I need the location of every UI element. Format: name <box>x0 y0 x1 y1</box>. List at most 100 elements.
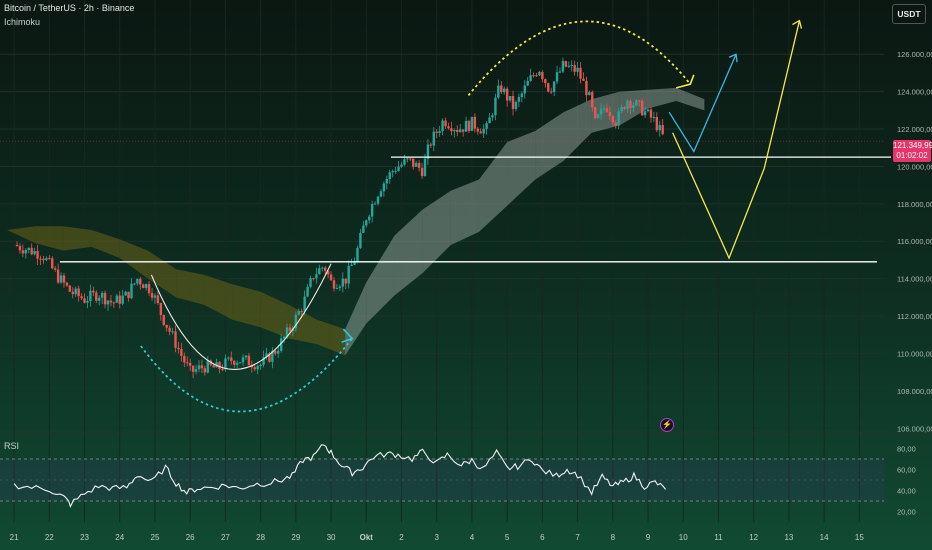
cloud-bear-segment <box>176 269 205 305</box>
candle-body <box>456 129 459 133</box>
x-tick-label: 14 <box>820 533 829 542</box>
candle-body <box>24 250 28 254</box>
candle-body <box>397 166 400 171</box>
cyan-dotted-arc <box>140 337 353 413</box>
candle-body <box>617 111 620 126</box>
candle-body <box>282 336 286 339</box>
candle-body <box>368 216 371 221</box>
candle-body <box>165 324 168 328</box>
candle-body <box>576 67 579 72</box>
candle-body <box>602 108 606 110</box>
candle-body <box>376 196 380 204</box>
candle-body <box>338 286 342 289</box>
candle-body <box>203 368 207 373</box>
candle-body <box>523 85 526 94</box>
candle-body <box>441 120 444 132</box>
x-tick-label: 9 <box>646 533 651 542</box>
candle-body <box>643 111 647 116</box>
candle-body <box>74 288 77 295</box>
rsi-tick-label: 40,00 <box>897 487 916 496</box>
candle-body <box>491 115 494 118</box>
candle-body <box>350 264 353 266</box>
candle-body <box>156 295 160 304</box>
candle-body <box>435 131 438 133</box>
countdown-timer: 01:02:02 <box>896 151 928 160</box>
x-tick-label: 4 <box>470 533 475 542</box>
candle-body <box>406 158 409 160</box>
cloud-bear-segment <box>119 239 148 279</box>
candle-body <box>588 92 591 96</box>
indicator-label[interactable]: Ichimoku <box>4 17 41 27</box>
candle-body <box>133 283 136 285</box>
candle-body <box>335 288 339 290</box>
yellow-projection-arrowhead <box>792 19 803 29</box>
y-tick-label: 124.000,00 <box>897 88 932 97</box>
x-tick-label: 10 <box>679 533 688 542</box>
rsi-panel: 80,00 60,00 40,00 20,00 <box>0 444 916 517</box>
x-tick-label: 22 <box>45 533 54 542</box>
overlays <box>0 19 892 413</box>
candle-body <box>432 131 435 146</box>
cloud-bear-segment <box>232 284 261 328</box>
candle-body <box>646 109 650 112</box>
candle-body <box>162 314 165 325</box>
currency-button[interactable]: USDT <box>892 4 926 24</box>
x-tick-label: 25 <box>151 533 160 542</box>
candle-body <box>168 327 171 332</box>
x-tick-label: 27 <box>221 533 230 542</box>
candle-body <box>300 311 303 313</box>
chart-title: Bitcoin / TetherUS · 2h · Binance <box>4 3 135 13</box>
candle-body <box>488 117 491 124</box>
candle-body <box>623 106 626 110</box>
candle-body <box>235 362 239 365</box>
cloud-bear-segment <box>204 274 233 320</box>
candle-body <box>535 75 538 77</box>
cloud-bear-segment <box>35 226 64 251</box>
candle-body <box>253 367 256 370</box>
candle-body <box>27 247 30 251</box>
candle-body <box>30 247 33 255</box>
x-tick-label: 29 <box>291 533 300 542</box>
candle-body <box>394 170 397 172</box>
candle-body <box>547 83 550 92</box>
candle-body <box>359 232 362 248</box>
candle-body <box>318 268 321 275</box>
candle-body <box>100 292 104 298</box>
candle-body <box>485 123 488 129</box>
lightning-icon[interactable]: ⚡ <box>660 418 674 432</box>
candle-body <box>315 274 318 279</box>
candle-body <box>558 71 562 73</box>
candle-body <box>538 71 541 76</box>
candle-body <box>294 314 298 329</box>
candle-body <box>649 109 653 118</box>
candle-body <box>511 96 515 110</box>
candle-body <box>470 116 474 131</box>
x-tick-label: 8 <box>611 533 616 542</box>
x-tick-label: 15 <box>855 533 864 542</box>
candle-body <box>379 191 383 197</box>
candle-body <box>139 278 142 285</box>
candle-body <box>142 284 145 289</box>
candle-body <box>221 369 224 371</box>
candle-body <box>482 128 485 134</box>
cloud-bear-segment <box>91 230 120 259</box>
candle-body <box>106 300 110 305</box>
candle-body <box>59 275 63 283</box>
x-tick-label: 7 <box>575 533 580 542</box>
candle-body <box>629 100 632 108</box>
y-tick-label: 126.000,00 <box>897 50 932 59</box>
candle-body <box>344 278 347 284</box>
candle-body <box>86 301 89 303</box>
candle-body <box>658 125 661 131</box>
candle-body <box>124 291 127 296</box>
rsi-label[interactable]: RSI <box>4 441 20 451</box>
candle-body <box>48 258 51 260</box>
yellow-arc-arrowhead <box>676 74 695 89</box>
candle-body <box>71 291 74 295</box>
x-tick-label: 2 <box>399 533 404 542</box>
candle-body <box>200 365 204 369</box>
candle-body <box>262 356 265 365</box>
candle-body <box>306 286 309 297</box>
last-price-value: 121.349,99 <box>893 141 932 150</box>
